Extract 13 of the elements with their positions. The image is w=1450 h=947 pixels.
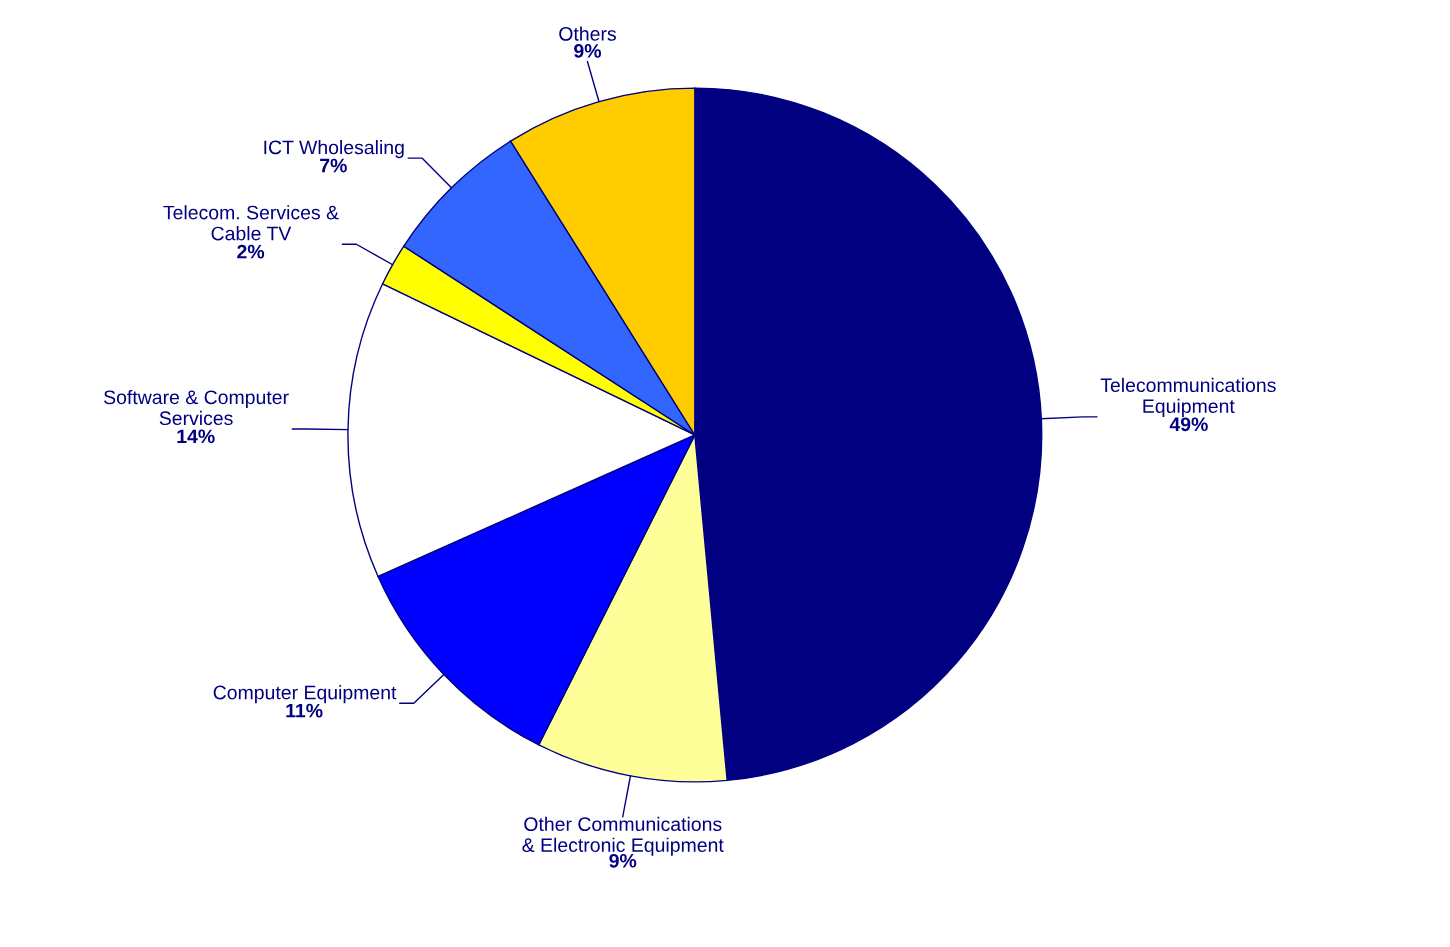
- data-label: 2%: [237, 244, 265, 259]
- slice-label: Computer Equipment: [213, 685, 397, 704]
- slice-label: Telecommunications Equipment: [1100, 377, 1276, 417]
- slice-label: Telecom. Services & Cable TV: [163, 205, 339, 241]
- data-label: 11%: [286, 703, 323, 718]
- data-label: 49%: [1169, 417, 1208, 432]
- data-label: 9%: [574, 43, 602, 58]
- slice-label: Others: [559, 26, 616, 41]
- data-label: 9%: [609, 853, 637, 868]
- slice-label: ICT Wholesaling: [264, 140, 404, 159]
- slice-label: Software & Computer Services: [104, 389, 289, 426]
- data-label: 7%: [320, 158, 347, 173]
- data-label: 14%: [177, 429, 215, 444]
